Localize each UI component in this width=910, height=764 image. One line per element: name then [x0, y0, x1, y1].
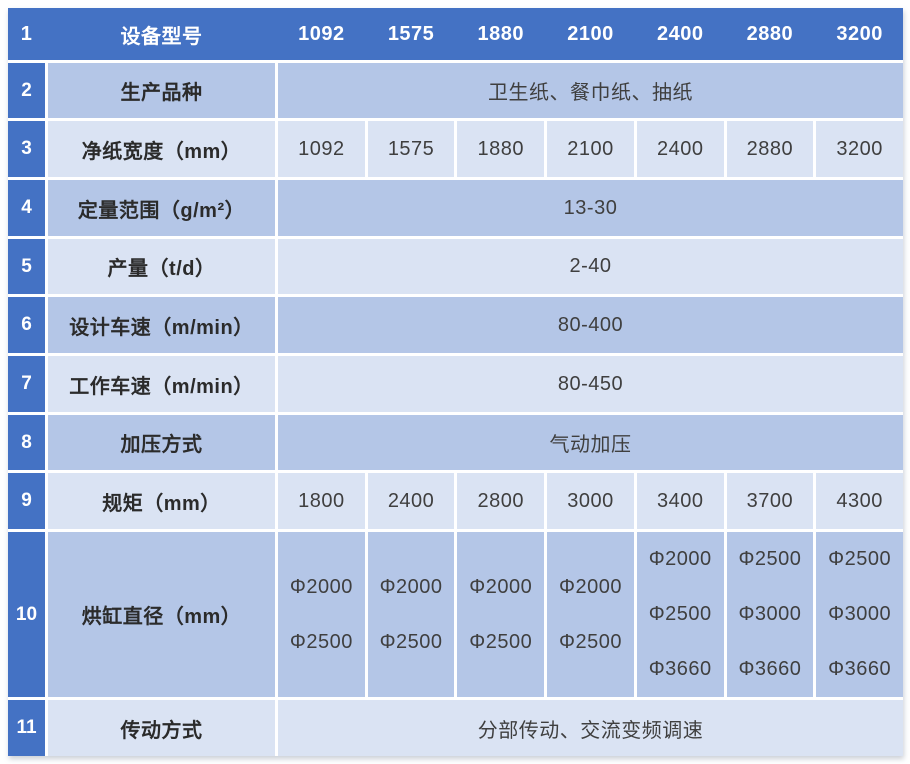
row-3-cell-5: 2400: [636, 121, 724, 177]
row-8-number: 8: [8, 415, 45, 470]
row-10-cell-1: Φ2000 Φ2500: [278, 532, 365, 697]
diameter-value: Φ2500: [379, 630, 443, 653]
row-10-cell-2: Φ2000 Φ2500: [367, 532, 455, 697]
row-6-number: 6: [8, 297, 45, 353]
header-col-3: 1880: [477, 22, 525, 45]
row-3-label: 净纸宽度（mm）: [48, 121, 275, 177]
header-row-number: 1: [20, 22, 33, 45]
diameter-value: Φ2500: [648, 603, 712, 625]
row-4-label: 定量范围（g/m²）: [48, 180, 275, 236]
row-10-label: 烘缸直径（mm）: [48, 532, 275, 697]
row-9-label: 规矩（mm）: [48, 473, 275, 529]
diameter-value: Φ2000: [469, 575, 533, 598]
row-2-number: 2: [8, 63, 45, 118]
diameter-value: Φ2500: [828, 548, 892, 570]
row-7-label: 工作车速（m/min）: [48, 356, 275, 412]
row-5-number: 5: [8, 239, 45, 294]
row-3-cell-6: 2880: [726, 121, 814, 177]
row-9-cell-7: 4300: [816, 473, 903, 529]
header-label: 设备型号: [120, 25, 203, 48]
row-3-cell-3: 1880: [457, 121, 545, 177]
diameter-value: Φ2500: [469, 630, 533, 653]
diameter-value: Φ3660: [828, 658, 892, 680]
diameter-value: Φ3000: [828, 603, 892, 625]
row-11-merged-value: 分部传动、交流变频调速: [278, 700, 903, 756]
header-col-7: 3200: [836, 22, 883, 45]
row-11-label: 传动方式: [48, 700, 275, 756]
row-7-merged-value: 80-450: [278, 356, 903, 412]
diameter-value: Φ2000: [559, 575, 622, 598]
diameter-value: Φ2500: [559, 630, 622, 653]
diameter-value: Φ2500: [738, 548, 802, 570]
row-9-cell-2: 2400: [367, 473, 455, 529]
row-8-merged-value: 气动加压: [278, 415, 903, 470]
diameter-value: Φ3660: [738, 658, 802, 680]
row-10-cell-6: Φ2500 Φ3000 Φ3660: [726, 532, 814, 697]
diameter-value: Φ3660: [648, 658, 712, 680]
row-3-cell-4: 2100: [547, 121, 634, 177]
header-col-5: 2400: [656, 22, 704, 45]
row-10-number: 10: [8, 532, 45, 697]
diameter-value: Φ2000: [648, 548, 712, 570]
row-9-number: 9: [8, 473, 45, 529]
header-row: 1 设备型号 1092 1575 1880 2100 2400 2880 3200: [8, 8, 903, 60]
header-col-4: 2100: [567, 22, 614, 45]
diameter-value: Φ2000: [289, 575, 353, 598]
diameter-value: Φ2000: [379, 575, 443, 598]
row-9-cell-3: 2800: [457, 473, 545, 529]
header-col-1: 1092: [298, 22, 345, 45]
row-5-label: 产量（t/d）: [48, 239, 275, 294]
row-9-cell-4: 3000: [547, 473, 634, 529]
row-10-cell-4: Φ2000 Φ2500: [547, 532, 634, 697]
header-col-6: 2880: [746, 22, 794, 45]
row-3-number: 3: [8, 121, 45, 177]
row-9-cell-6: 3700: [726, 473, 814, 529]
row-5-merged-value: 2-40: [278, 239, 903, 294]
row-6-label: 设计车速（m/min）: [48, 297, 275, 353]
row-9-cell-5: 3400: [636, 473, 724, 529]
row-2-label: 生产品种: [48, 63, 275, 118]
row-4-merged-value: 13-30: [278, 180, 903, 236]
row-4-number: 4: [8, 180, 45, 236]
row-10-cell-5: Φ2000 Φ2500 Φ3660: [636, 532, 724, 697]
header-col-2: 1575: [387, 22, 435, 45]
row-3-cell-7: 3200: [816, 121, 903, 177]
diameter-value: Φ3000: [738, 603, 802, 625]
diameter-value: Φ2500: [289, 630, 353, 653]
row-10-cell-3: Φ2000 Φ2500: [457, 532, 545, 697]
row-3-cell-1: 1092: [278, 121, 365, 177]
spec-table: 1 设备型号 1092 1575 1880 2100 2400 2880 3200 2 生产品…: [8, 8, 903, 756]
row-3-cell-2: 1575: [367, 121, 455, 177]
row-9-cell-1: 1800: [278, 473, 365, 529]
row-11-number: 11: [8, 700, 45, 756]
row-6-merged-value: 80-400: [278, 297, 903, 353]
row-2-merged-value: 卫生纸、餐巾纸、抽纸: [278, 63, 903, 118]
row-10-cell-7: Φ2500 Φ3000 Φ3660: [816, 532, 903, 697]
row-8-label: 加压方式: [48, 415, 275, 470]
row-7-number: 7: [8, 356, 45, 412]
